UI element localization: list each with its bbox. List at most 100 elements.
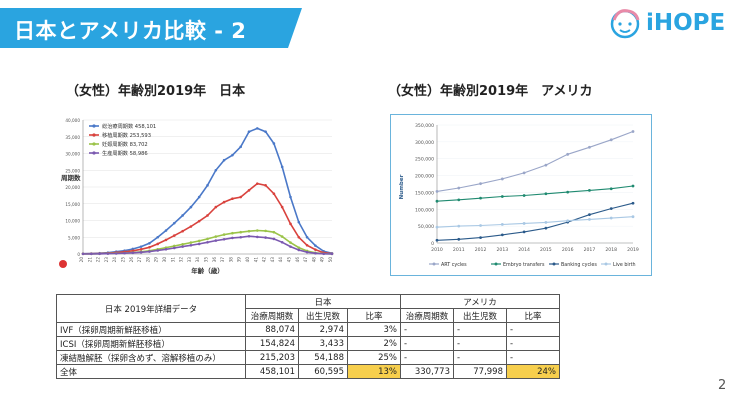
legend-label: 妊娠周期数 83,702 bbox=[102, 140, 148, 148]
data-point bbox=[239, 230, 242, 234]
data-point bbox=[289, 241, 292, 244]
cell: 3% bbox=[347, 322, 401, 337]
col-header: 治療周期数 bbox=[245, 308, 299, 323]
data-point bbox=[280, 165, 284, 169]
x-tick-label: 20 bbox=[79, 257, 84, 263]
data-point bbox=[289, 222, 292, 226]
data-point bbox=[164, 238, 168, 242]
legend-marker bbox=[92, 142, 96, 146]
data-point bbox=[522, 230, 526, 234]
data-point bbox=[479, 196, 482, 200]
series-line bbox=[436, 130, 634, 192]
data-point bbox=[247, 189, 251, 192]
data-point bbox=[435, 190, 439, 193]
data-point bbox=[609, 138, 613, 142]
series-line bbox=[436, 202, 634, 241]
y-axis-label: Number bbox=[399, 174, 405, 199]
col-header: 出生児数 bbox=[453, 308, 507, 323]
data-point bbox=[609, 207, 613, 211]
x-tick-label: 2011 bbox=[453, 247, 465, 253]
data-point bbox=[272, 192, 276, 195]
cell: 54,188 bbox=[298, 350, 348, 365]
data-point bbox=[289, 195, 292, 199]
usa-group-header: アメリカ bbox=[400, 294, 560, 309]
data-point bbox=[566, 152, 570, 156]
page-title: 日本とアメリカ比較 - 2 bbox=[14, 19, 247, 43]
data-point bbox=[222, 158, 226, 162]
data-point bbox=[139, 251, 143, 254]
row-label: IVF（採卵周期新鮮胚移植） bbox=[56, 322, 246, 337]
data-point bbox=[239, 195, 242, 199]
data-point bbox=[206, 214, 209, 217]
data-point bbox=[181, 214, 184, 217]
x-tick-label: 21 bbox=[87, 257, 92, 263]
data-point bbox=[222, 237, 226, 241]
data-point bbox=[544, 226, 548, 230]
data-point bbox=[544, 192, 548, 196]
x-tick-label: 23 bbox=[104, 257, 109, 263]
data-point bbox=[305, 250, 309, 254]
data-point bbox=[322, 252, 326, 256]
data-point bbox=[297, 248, 301, 252]
data-point bbox=[156, 235, 159, 239]
data-point bbox=[609, 216, 613, 220]
data-point bbox=[222, 200, 226, 204]
series-line bbox=[436, 185, 634, 202]
highlight-cell: 24% bbox=[506, 364, 560, 379]
data-point bbox=[181, 242, 184, 246]
data-point bbox=[631, 201, 635, 205]
data-point bbox=[231, 153, 234, 157]
row-label: 全体 bbox=[56, 364, 246, 379]
data-point bbox=[231, 231, 234, 235]
y-tick-label: 250,000 bbox=[415, 157, 434, 163]
usa-chart-svg: 0 50,000 100,000 150,000 200,000 250,000 300,0… bbox=[399, 123, 639, 268]
x-tick-label: 2012 bbox=[475, 247, 487, 253]
data-point bbox=[479, 224, 482, 227]
table-row: 凍結融解胚（採卵含めず、溶解移植のみ） 215,203 54,188 25% -… bbox=[56, 350, 560, 365]
data-point bbox=[566, 219, 570, 223]
x-tick-label: 27 bbox=[137, 257, 142, 263]
legend-label: ART cycles bbox=[441, 262, 467, 268]
y-tick-label: 0 bbox=[77, 252, 80, 257]
data-point bbox=[500, 195, 504, 198]
data-point bbox=[280, 235, 284, 238]
x-tick-label: 2013 bbox=[496, 247, 508, 253]
x-tick-label: 45 bbox=[287, 257, 292, 263]
data-point bbox=[256, 235, 259, 239]
legend-marker bbox=[92, 133, 96, 137]
y-tick-label: 40,000 bbox=[65, 118, 80, 123]
x-tick-label: 2017 bbox=[584, 247, 596, 253]
data-point bbox=[148, 246, 151, 249]
data-point bbox=[272, 230, 276, 234]
series-line bbox=[436, 216, 634, 228]
cell: 60,595 bbox=[298, 364, 348, 379]
data-point bbox=[106, 252, 110, 255]
legend-label: 総治療周期数 458,101 bbox=[102, 122, 156, 130]
data-point bbox=[148, 250, 151, 253]
x-tick-label: 42 bbox=[262, 257, 267, 263]
y-tick-label: 200,000 bbox=[415, 174, 434, 180]
x-tick-label: 44 bbox=[278, 257, 283, 263]
data-point bbox=[544, 163, 548, 167]
legend-label: 移植周期数 253,593 bbox=[102, 131, 151, 139]
row-label: 凍結融解胚（採卵含めず、溶解移植のみ） bbox=[56, 350, 246, 365]
data-point bbox=[222, 233, 226, 236]
data-point bbox=[181, 245, 184, 248]
data-point bbox=[457, 237, 461, 241]
japan-chart-heading: （女性）年齢別2019年 日本 bbox=[66, 84, 246, 99]
x-tick-label: 49 bbox=[320, 257, 325, 263]
y-tick-label: 25,000 bbox=[65, 168, 80, 173]
x-tick-label: 46 bbox=[295, 257, 300, 263]
y-tick-label: 20,000 bbox=[65, 185, 80, 190]
data-point bbox=[297, 220, 301, 224]
data-point bbox=[314, 244, 317, 247]
cell: 2% bbox=[347, 336, 401, 351]
data-point bbox=[189, 243, 193, 247]
legend-marker bbox=[552, 262, 556, 266]
data-point bbox=[189, 205, 193, 209]
data-point bbox=[500, 177, 504, 181]
data-point bbox=[297, 246, 301, 249]
cell: 25% bbox=[347, 350, 401, 365]
x-tick-label: 22 bbox=[96, 257, 101, 263]
x-tick-label: 40 bbox=[245, 257, 250, 263]
